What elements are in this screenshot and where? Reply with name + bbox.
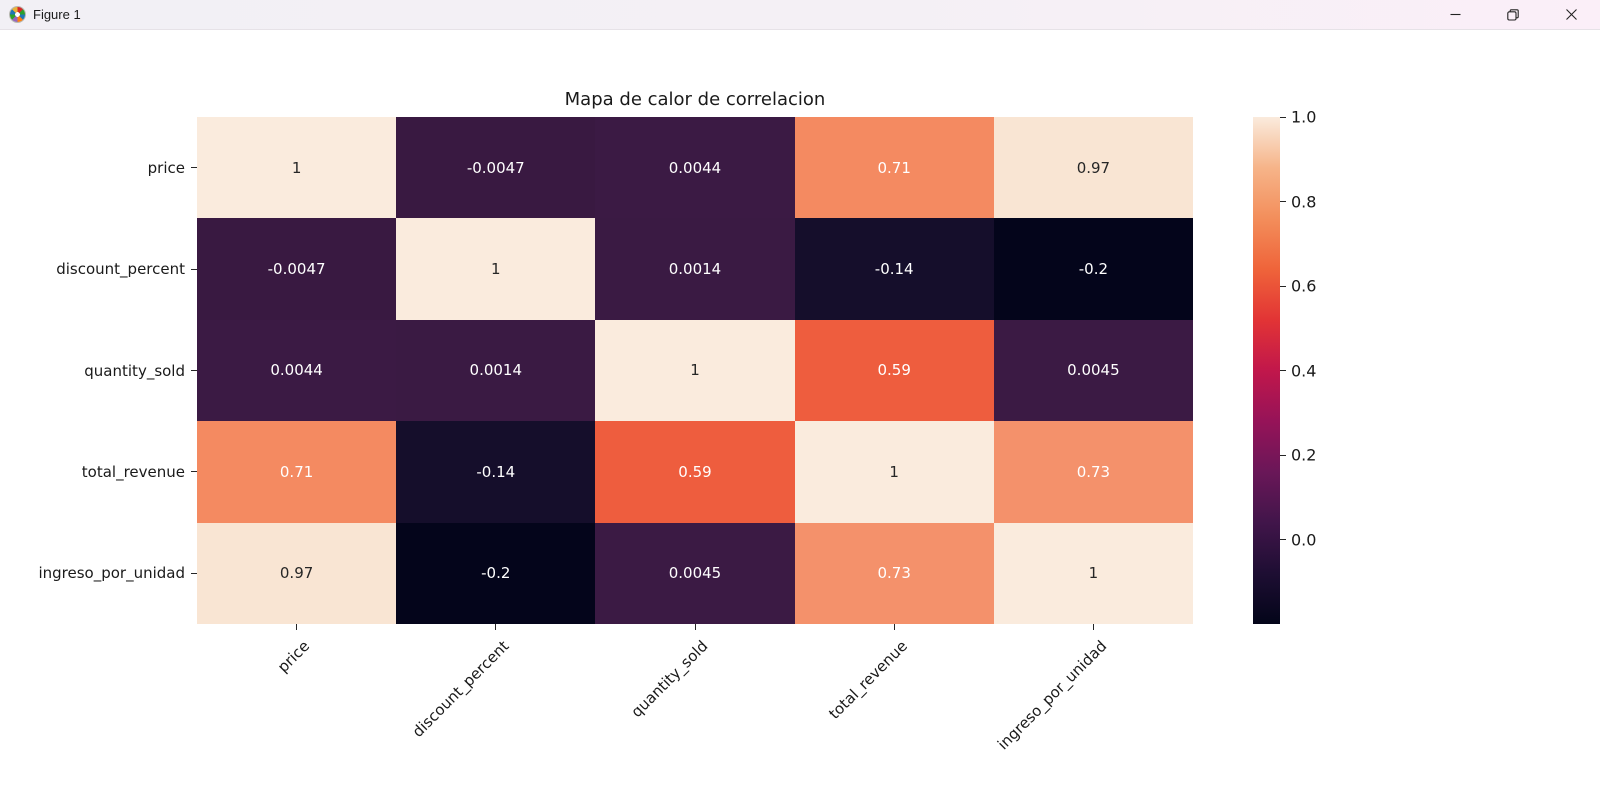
minimize-icon xyxy=(1450,13,1460,16)
heatmap-cell: 0.0014 xyxy=(396,319,596,422)
x-tick-mark xyxy=(495,624,497,630)
y-tick-mark xyxy=(191,268,197,270)
heatmap-cell: -0.14 xyxy=(794,218,994,320)
heatmap-cell: -0.0047 xyxy=(396,117,596,219)
colorbar-tick-label: 0.0 xyxy=(1291,530,1317,549)
heatmap-cell: -0.2 xyxy=(396,522,596,624)
y-tick-label: quantity_sold xyxy=(84,361,185,380)
colorbar-tick-label: 0.4 xyxy=(1291,361,1317,380)
y-tick-mark xyxy=(191,167,197,169)
heatmap-cell: 0.59 xyxy=(595,421,795,523)
heatmap-cell: 1 xyxy=(197,117,397,219)
restore-down-icon xyxy=(1507,8,1519,21)
heatmap-cell: -0.14 xyxy=(396,421,596,523)
x-tick-mark xyxy=(893,624,895,630)
heatmap-cell: 0.97 xyxy=(993,117,1193,219)
y-tick-mark xyxy=(191,572,197,574)
colorbar-tick-mark xyxy=(1280,201,1286,202)
heatmap-cell: 0.71 xyxy=(197,421,397,523)
y-tick-label: total_revenue xyxy=(81,462,185,481)
heatmap-cell: -0.2 xyxy=(993,218,1193,320)
heatmap-cell: 0.0044 xyxy=(197,319,397,422)
heatmap-cell: 1 xyxy=(794,421,994,523)
window-controls xyxy=(1426,0,1600,30)
heatmap-cell: 0.0014 xyxy=(595,218,795,320)
heatmap-cell: 0.0045 xyxy=(595,522,795,624)
heatmap-cell: 1 xyxy=(595,319,795,422)
colorbar xyxy=(1253,117,1280,624)
close-button[interactable] xyxy=(1542,0,1600,30)
colorbar-tick-mark xyxy=(1280,116,1286,118)
colorbar-tick-mark xyxy=(1280,285,1286,287)
y-tick-mark xyxy=(191,471,197,473)
window-title: Figure 1 xyxy=(33,7,81,22)
colorbar-tick-label: 0.8 xyxy=(1291,192,1317,211)
close-icon xyxy=(1565,9,1577,20)
heatmap-cell: 0.59 xyxy=(794,319,994,422)
restore-button[interactable] xyxy=(1484,0,1542,30)
minimize-button[interactable] xyxy=(1426,0,1484,30)
y-tick-label: ingreso_por_unidad xyxy=(38,564,185,583)
x-tick-mark xyxy=(694,624,696,630)
window-titlebar[interactable]: Figure 1 xyxy=(0,0,1600,30)
x-tick-mark xyxy=(1092,624,1094,630)
figure-canvas: Mapa de calor de correlacion 1 -0.0047 0.0… xyxy=(0,31,1600,791)
colorbar-tick-label: 1.0 xyxy=(1291,107,1317,127)
y-tick-mark xyxy=(191,370,197,371)
heatmap-cell: 1 xyxy=(396,218,596,320)
heatmap-cell: 0.73 xyxy=(794,522,994,624)
colorbar-tick-mark xyxy=(1280,539,1286,540)
matplotlib-icon xyxy=(9,6,26,23)
heatmap-cell: 0.73 xyxy=(993,421,1193,523)
heatmap-cell: 0.0045 xyxy=(993,319,1193,422)
heatmap-cell: 0.71 xyxy=(794,117,994,219)
colorbar-tick-mark xyxy=(1280,370,1286,371)
y-tick-label: discount_percent xyxy=(56,260,185,279)
colorbar-tick-label: 0.6 xyxy=(1291,276,1317,296)
heatmap-cell: -0.0047 xyxy=(197,218,397,320)
colorbar-tick-mark xyxy=(1280,454,1286,456)
chart-title: Mapa de calor de correlacion xyxy=(564,89,826,110)
x-tick-mark xyxy=(296,624,298,630)
y-tick-label: price xyxy=(147,158,185,177)
heatmap-cell: 0.0044 xyxy=(595,117,795,219)
heatmap-cell: 0.97 xyxy=(197,522,397,624)
heatmap: 1 -0.0047 0.0044 0.71 0.97 -0.0047 1 0.0014 -0.1… xyxy=(197,117,1193,624)
colorbar-tick-label: 0.2 xyxy=(1291,445,1317,465)
heatmap-cell: 1 xyxy=(993,522,1193,624)
